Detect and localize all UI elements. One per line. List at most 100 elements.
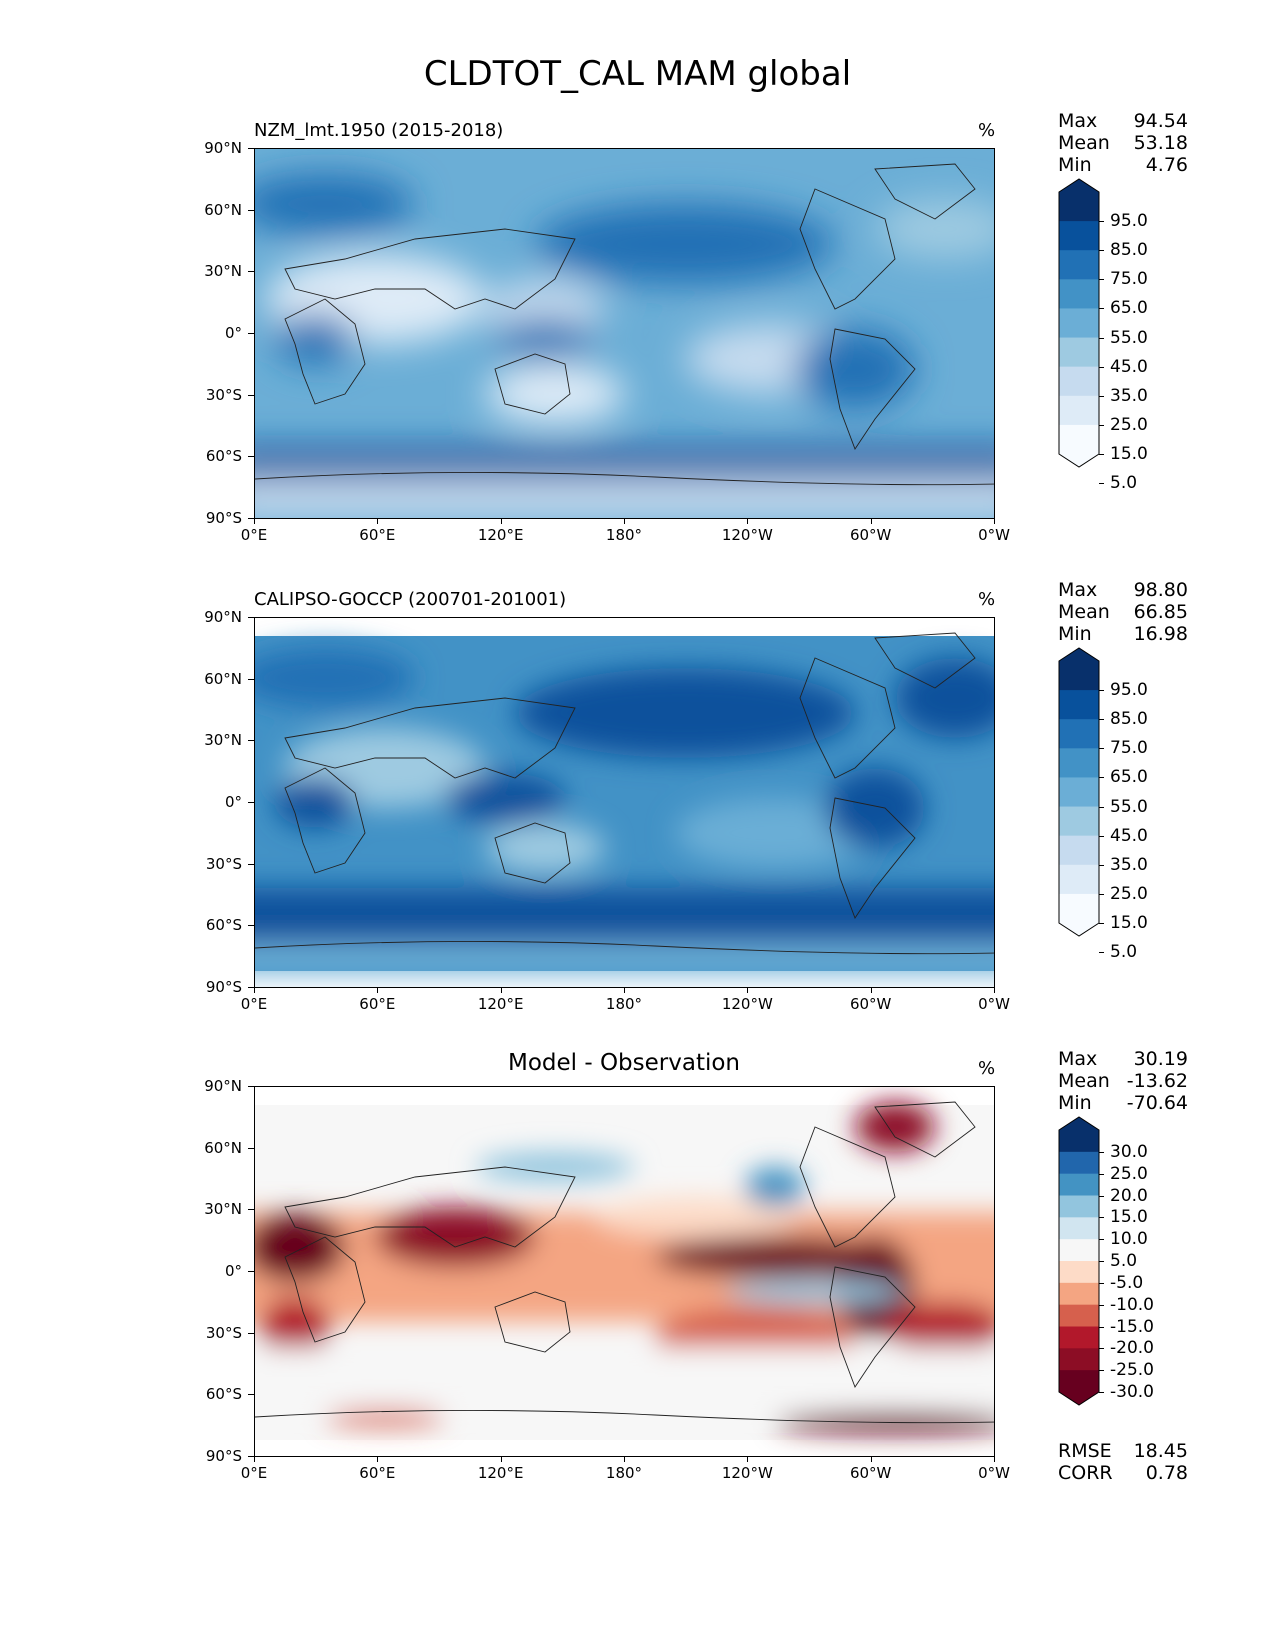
- lat-tick: [248, 518, 254, 519]
- colorbar-tick: [1099, 777, 1104, 779]
- stat-label: Mean: [1058, 1070, 1110, 1092]
- lon-label: 120°W: [721, 995, 773, 1013]
- colorbar-segment: [1059, 1261, 1099, 1284]
- lat-tick: [248, 1271, 254, 1272]
- colorbar-label: 85.0: [1110, 709, 1148, 730]
- colorbar-tick: [1099, 719, 1104, 721]
- lon-tick: [254, 518, 255, 524]
- lat-label: 0°: [224, 793, 242, 811]
- colorbar-segment: [1059, 1239, 1099, 1262]
- colorbar-tick: [1099, 1239, 1104, 1241]
- colorbar-segment: [1059, 1173, 1099, 1196]
- lat-tick: [248, 925, 254, 927]
- metric-label: RMSE: [1058, 1440, 1112, 1462]
- lon-tick: [747, 987, 749, 993]
- colorbar-segment: [1059, 1370, 1099, 1393]
- panel-difference: Model - Observation %: [0, 1048, 1275, 1526]
- colorbar-tick: [1099, 454, 1104, 455]
- stat-label: Max: [1058, 579, 1098, 601]
- colorbar-label: 95.0: [1110, 211, 1148, 232]
- lon-label: 0°E: [240, 1464, 268, 1482]
- lon-tick: [500, 518, 502, 524]
- lon-label: 180°: [605, 995, 643, 1013]
- lat-label: 90°S: [205, 1447, 242, 1465]
- metric-value: 18.45: [1133, 1440, 1188, 1462]
- colorbar-label: 10.0: [1110, 1229, 1148, 1250]
- stat-value: 16.98: [1133, 623, 1188, 645]
- colorbar-segment: [1059, 1195, 1099, 1218]
- lat-label: 30°N: [204, 262, 242, 281]
- lon-label: 60°W: [849, 995, 892, 1013]
- lat-label: 60°S: [205, 916, 242, 935]
- lat-tick: [248, 148, 254, 149]
- metric-value: 0.78: [1145, 1462, 1188, 1484]
- colorbar-tick: [1099, 395, 1104, 397]
- stat-value: -13.62: [1126, 1070, 1188, 1092]
- colorbar-label: 30.0: [1110, 1141, 1148, 1162]
- colorbar-label: 75.0: [1110, 269, 1148, 290]
- colorbar-tick: [1099, 893, 1104, 895]
- colorbar-label: -15.0: [1110, 1316, 1154, 1337]
- lat-label: 90°N: [204, 1077, 242, 1095]
- lat-label: 30°N: [204, 731, 242, 750]
- colorbar-tick: [1099, 690, 1104, 692]
- map-model: [254, 148, 995, 519]
- colorbar-segment: [1059, 395, 1099, 426]
- lat-tick: [248, 740, 254, 742]
- colorbar-tick: [1099, 424, 1104, 426]
- lat-tick: [248, 863, 254, 865]
- colorbar-segment: [1059, 279, 1099, 309]
- rmse-corr-box: RMSE 18.45 CORR 0.78: [1058, 1440, 1188, 1484]
- units-label: %: [978, 589, 996, 610]
- colorbar-segment: [1059, 1348, 1099, 1371]
- lon-label: 120°W: [721, 526, 773, 544]
- lat-tick: [248, 1394, 254, 1396]
- lat-label: 60°N: [204, 669, 242, 688]
- stat-value: 53.18: [1133, 132, 1188, 154]
- panel-observation: CALIPSO-GOCCP (200701-201001) %: [0, 579, 1275, 1057]
- panel-model: NZM_lmt.1950 (2015-2018) %: [0, 110, 1275, 588]
- colorbar-extend-top: [1059, 1117, 1099, 1130]
- map-observation: [254, 617, 995, 988]
- colorbar-tick: [1099, 1282, 1104, 1284]
- colorbar-tick: [1099, 1217, 1104, 1219]
- stat-label: Max: [1058, 110, 1098, 132]
- panel-title: CALIPSO-GOCCP (200701-201001): [254, 589, 567, 610]
- colorbar-label: 5.0: [1110, 942, 1138, 963]
- metric-label: CORR: [1058, 1462, 1113, 1484]
- lat-tick: [248, 1332, 254, 1334]
- colorbar-segment: [1059, 864, 1099, 895]
- colorbar-segment: [1059, 366, 1099, 397]
- colorbar-segment: [1059, 777, 1099, 808]
- lat-label: 30°S: [205, 854, 242, 873]
- colorbar-segment: [1059, 308, 1099, 339]
- colorbar-segment: [1059, 1151, 1099, 1175]
- units-label: %: [978, 1058, 996, 1079]
- colorbar-label: 5.0: [1110, 1251, 1138, 1271]
- colorbar-tick: [1099, 1173, 1104, 1175]
- colorbar-segment: [1059, 661, 1099, 691]
- colorbar-tick: [1099, 1348, 1104, 1350]
- lon-label: 120°W: [721, 1464, 773, 1482]
- colorbar-segment: [1059, 192, 1099, 222]
- colorbar-tick: [1099, 250, 1104, 252]
- lon-tick: [747, 518, 749, 524]
- colorbar-label: 75.0: [1110, 738, 1148, 759]
- colorbar-segment: [1059, 250, 1099, 280]
- stat-value: 66.85: [1133, 601, 1188, 623]
- colorbar-tick: [1099, 1304, 1104, 1306]
- colorbar-label: -5.0: [1110, 1272, 1144, 1293]
- colorbar-label: 5.0: [1110, 473, 1138, 494]
- lat-tick: [248, 394, 254, 396]
- lon-tick: [624, 1456, 625, 1462]
- colorbar-segment: [1059, 719, 1099, 749]
- colorbar-label: 55.0: [1110, 327, 1148, 348]
- stat-value: 94.54: [1133, 110, 1188, 132]
- lat-label: 60°N: [204, 1138, 242, 1157]
- lat-tick: [248, 209, 254, 211]
- colorbar-label: 45.0: [1110, 825, 1148, 846]
- stat-value: 30.19: [1133, 1048, 1188, 1070]
- colorbar-label: 25.0: [1110, 414, 1148, 435]
- lon-label: 60°E: [359, 1464, 396, 1482]
- colorbar-label: 15.0: [1110, 444, 1148, 464]
